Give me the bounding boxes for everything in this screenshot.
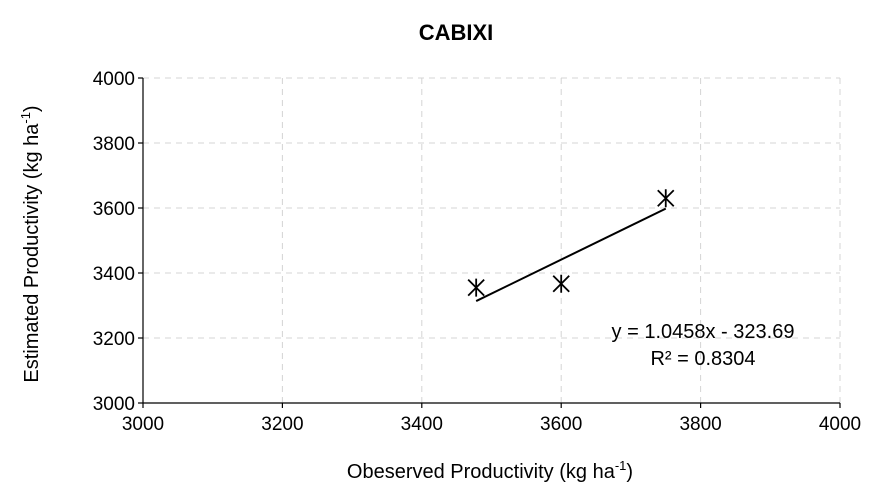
data-points xyxy=(467,189,675,297)
data-point-marker xyxy=(552,274,570,293)
y-tick-label: 3200 xyxy=(93,329,135,350)
y-tick-label: 3000 xyxy=(93,394,135,415)
y-tick-label: 3600 xyxy=(93,199,135,220)
chart-title: CABIXI xyxy=(419,20,494,45)
trendline-r-squared: R² = 0.8304 xyxy=(650,348,755,370)
x-tick-label: 3400 xyxy=(401,414,443,435)
y-axis-label-text: Estimated Productivity (kg ha xyxy=(21,123,43,383)
y-axis-label-sup: -1 xyxy=(18,112,33,124)
x-axis-label: Obeserved Productivity (kg ha-1) xyxy=(347,458,633,483)
x-axis-label-sup: -1 xyxy=(615,458,627,473)
y-axis-label-close: ) xyxy=(21,105,43,112)
x-tick-label: 3200 xyxy=(261,414,303,435)
trendline-line xyxy=(475,207,667,302)
trendline-equation: y = 1.0458x - 323.69 xyxy=(612,321,795,343)
x-tick-label: 4000 xyxy=(819,414,861,435)
x-tick-label: 3000 xyxy=(122,414,164,435)
x-tick-label: 3800 xyxy=(679,414,721,435)
data-point-marker xyxy=(657,189,675,208)
data-point-marker xyxy=(467,278,485,297)
tick-labels: 3000 3200 3400 3600 3800 4000 3000 3200 3400 3600… xyxy=(93,69,861,435)
x-axis-label-text: Obeserved Productivity (kg ha xyxy=(347,461,616,483)
y-axis-label: Estimated Productivity (kg ha-1) xyxy=(18,105,43,382)
x-tick-label: 3600 xyxy=(540,414,582,435)
axes xyxy=(138,77,841,408)
trendline xyxy=(475,207,667,302)
x-axis-label-close: ) xyxy=(626,461,633,483)
y-tick-label: 4000 xyxy=(93,69,135,90)
y-tick-label: 3800 xyxy=(93,134,135,155)
y-tick-label: 3400 xyxy=(93,264,135,285)
